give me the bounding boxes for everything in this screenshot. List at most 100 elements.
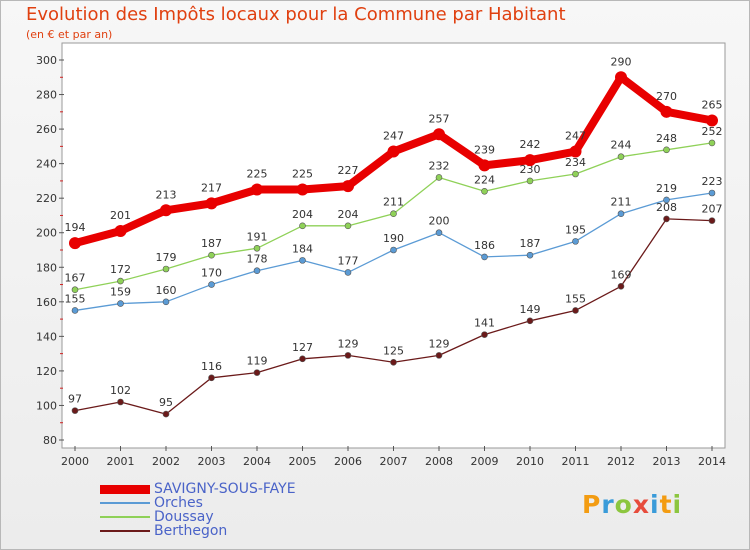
data-point xyxy=(69,237,81,250)
data-label: 95 xyxy=(159,396,173,409)
data-label: 184 xyxy=(292,242,313,255)
data-point xyxy=(572,307,579,314)
data-label: 187 xyxy=(520,237,541,250)
y-tick-label: 280 xyxy=(36,89,57,102)
proxiti-logo: Proxiti xyxy=(582,490,682,519)
data-point xyxy=(387,145,400,158)
data-point xyxy=(433,128,445,141)
data-point xyxy=(299,257,306,264)
data-point xyxy=(390,358,397,366)
data-label: 170 xyxy=(201,267,222,280)
data-label: 186 xyxy=(474,239,495,252)
y-tick-label: 240 xyxy=(36,158,57,171)
data-point xyxy=(524,154,536,167)
data-label: 149 xyxy=(520,303,541,316)
data-label: 211 xyxy=(611,196,632,209)
legend-item: Doussay xyxy=(100,510,296,524)
x-tick-label: 2008 xyxy=(425,455,453,468)
logo-letter: P xyxy=(582,490,602,519)
x-tick-label: 2010 xyxy=(516,455,544,468)
data-label: 247 xyxy=(565,130,586,143)
data-point xyxy=(435,352,443,359)
x-tick-label: 2007 xyxy=(380,455,408,468)
logo-letter: i xyxy=(672,490,683,519)
data-label: 230 xyxy=(520,163,541,176)
y-tick-label: 100 xyxy=(36,399,57,412)
data-point xyxy=(706,114,718,127)
data-label: 200 xyxy=(429,215,450,228)
data-point xyxy=(572,170,579,178)
data-point xyxy=(617,282,625,290)
data-label: 252 xyxy=(702,125,723,138)
data-label: 204 xyxy=(338,208,359,221)
data-point xyxy=(663,215,670,223)
data-point xyxy=(117,277,124,285)
data-label: 257 xyxy=(429,112,450,125)
data-label: 179 xyxy=(156,251,177,264)
data-label: 223 xyxy=(702,175,723,188)
data-point xyxy=(296,183,309,196)
data-label: 265 xyxy=(702,98,723,111)
data-point xyxy=(478,159,491,172)
data-point xyxy=(344,222,352,230)
logo-letter: t xyxy=(659,490,673,519)
x-tick-label: 2000 xyxy=(61,455,89,468)
x-tick-label: 2004 xyxy=(243,455,271,468)
data-label: 213 xyxy=(156,188,177,201)
data-point xyxy=(253,369,261,376)
data-label: 116 xyxy=(201,360,222,373)
data-label: 127 xyxy=(292,341,313,354)
data-point xyxy=(526,177,534,185)
x-tick-label: 2009 xyxy=(471,455,499,468)
legend-label: SAVIGNY-SOUS-FAYE xyxy=(154,481,296,497)
legend-item: SAVIGNY-SOUS-FAYE xyxy=(100,482,296,496)
data-label: 217 xyxy=(201,181,222,194)
x-tick-label: 2014 xyxy=(698,455,726,468)
data-point xyxy=(253,267,261,275)
data-point xyxy=(160,204,172,217)
data-label: 177 xyxy=(338,254,359,267)
y-tick-label: 200 xyxy=(36,227,57,240)
chart-subtitle: (en € et par an) xyxy=(26,28,113,41)
data-point xyxy=(344,352,352,359)
x-tick-label: 2011 xyxy=(562,455,590,468)
logo-letter: o xyxy=(614,490,633,519)
data-point xyxy=(481,253,488,261)
data-label: 190 xyxy=(383,232,404,245)
legend-swatch xyxy=(100,516,150,518)
legend-item: Orches xyxy=(100,496,296,510)
y-tick-label: 260 xyxy=(36,123,57,136)
data-label: 239 xyxy=(474,143,495,156)
data-label: 187 xyxy=(201,237,222,250)
y-tick-label: 140 xyxy=(36,330,57,343)
data-label: 270 xyxy=(656,90,677,103)
data-point xyxy=(299,222,306,230)
y-tick-label: 160 xyxy=(36,296,57,309)
x-tick-label: 2001 xyxy=(107,455,135,468)
data-label: 290 xyxy=(611,55,632,68)
data-point xyxy=(162,410,170,418)
data-label: 204 xyxy=(292,208,313,221)
data-point xyxy=(253,244,261,252)
x-tick-label: 2012 xyxy=(607,455,635,468)
legend-label: Berthegon xyxy=(154,523,228,539)
x-tick-label: 2006 xyxy=(334,455,362,468)
data-label: 224 xyxy=(474,173,495,186)
logo-letter: x xyxy=(632,490,650,519)
y-tick-label: 180 xyxy=(36,261,57,274)
data-point xyxy=(114,225,127,237)
data-point xyxy=(663,196,670,204)
data-label: 155 xyxy=(65,292,86,305)
data-point xyxy=(208,281,215,288)
data-label: 211 xyxy=(383,196,404,209)
data-point xyxy=(299,355,306,363)
data-point xyxy=(572,238,579,245)
data-label: 219 xyxy=(656,182,677,195)
data-label: 191 xyxy=(247,230,268,243)
logo-letter: i xyxy=(650,490,660,519)
data-label: 178 xyxy=(247,253,268,266)
data-point xyxy=(569,145,582,158)
data-label: 248 xyxy=(656,132,677,145)
data-point xyxy=(117,398,124,406)
data-label: 167 xyxy=(65,272,86,285)
